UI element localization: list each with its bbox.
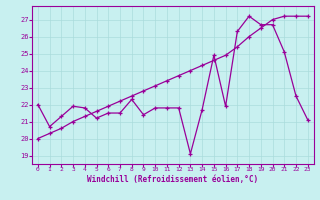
X-axis label: Windchill (Refroidissement éolien,°C): Windchill (Refroidissement éolien,°C) [87,175,258,184]
